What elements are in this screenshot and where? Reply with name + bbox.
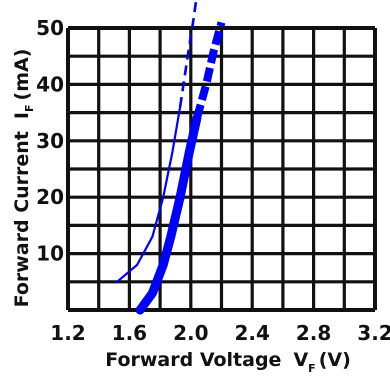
y-tick-label: 50 (36, 16, 64, 40)
series-group (116, 0, 226, 315)
x-tick-label: 2.4 (234, 321, 269, 345)
x-axis-title: Forward Voltage VF (V) (105, 349, 351, 375)
y-tick-label: 10 (36, 242, 64, 266)
y-tick-label: 20 (36, 185, 64, 209)
x-tick-label: 2.0 (173, 321, 208, 345)
x-tick-label: 1.6 (112, 321, 147, 345)
y-axis-title: Forward CurrentIF(mA) (11, 49, 36, 308)
y-tick-label: 30 (36, 129, 64, 153)
series-line-thick (135, 113, 202, 315)
series-line-thin (116, 105, 182, 283)
series-line-thick-dashed (193, 21, 226, 120)
x-tick-label: 1.2 (50, 321, 85, 345)
tick-labels: 1.2 1.6 2.0 2.4 2.8 3.2 10 20 30 40 50 (36, 16, 390, 345)
x-tick-label: 3.2 (357, 321, 390, 345)
x-tick-label: 2.8 (296, 321, 331, 345)
series-line-thin-dashed (178, 0, 198, 108)
y-tick-label: 40 (36, 72, 64, 96)
grid (66, 26, 377, 312)
